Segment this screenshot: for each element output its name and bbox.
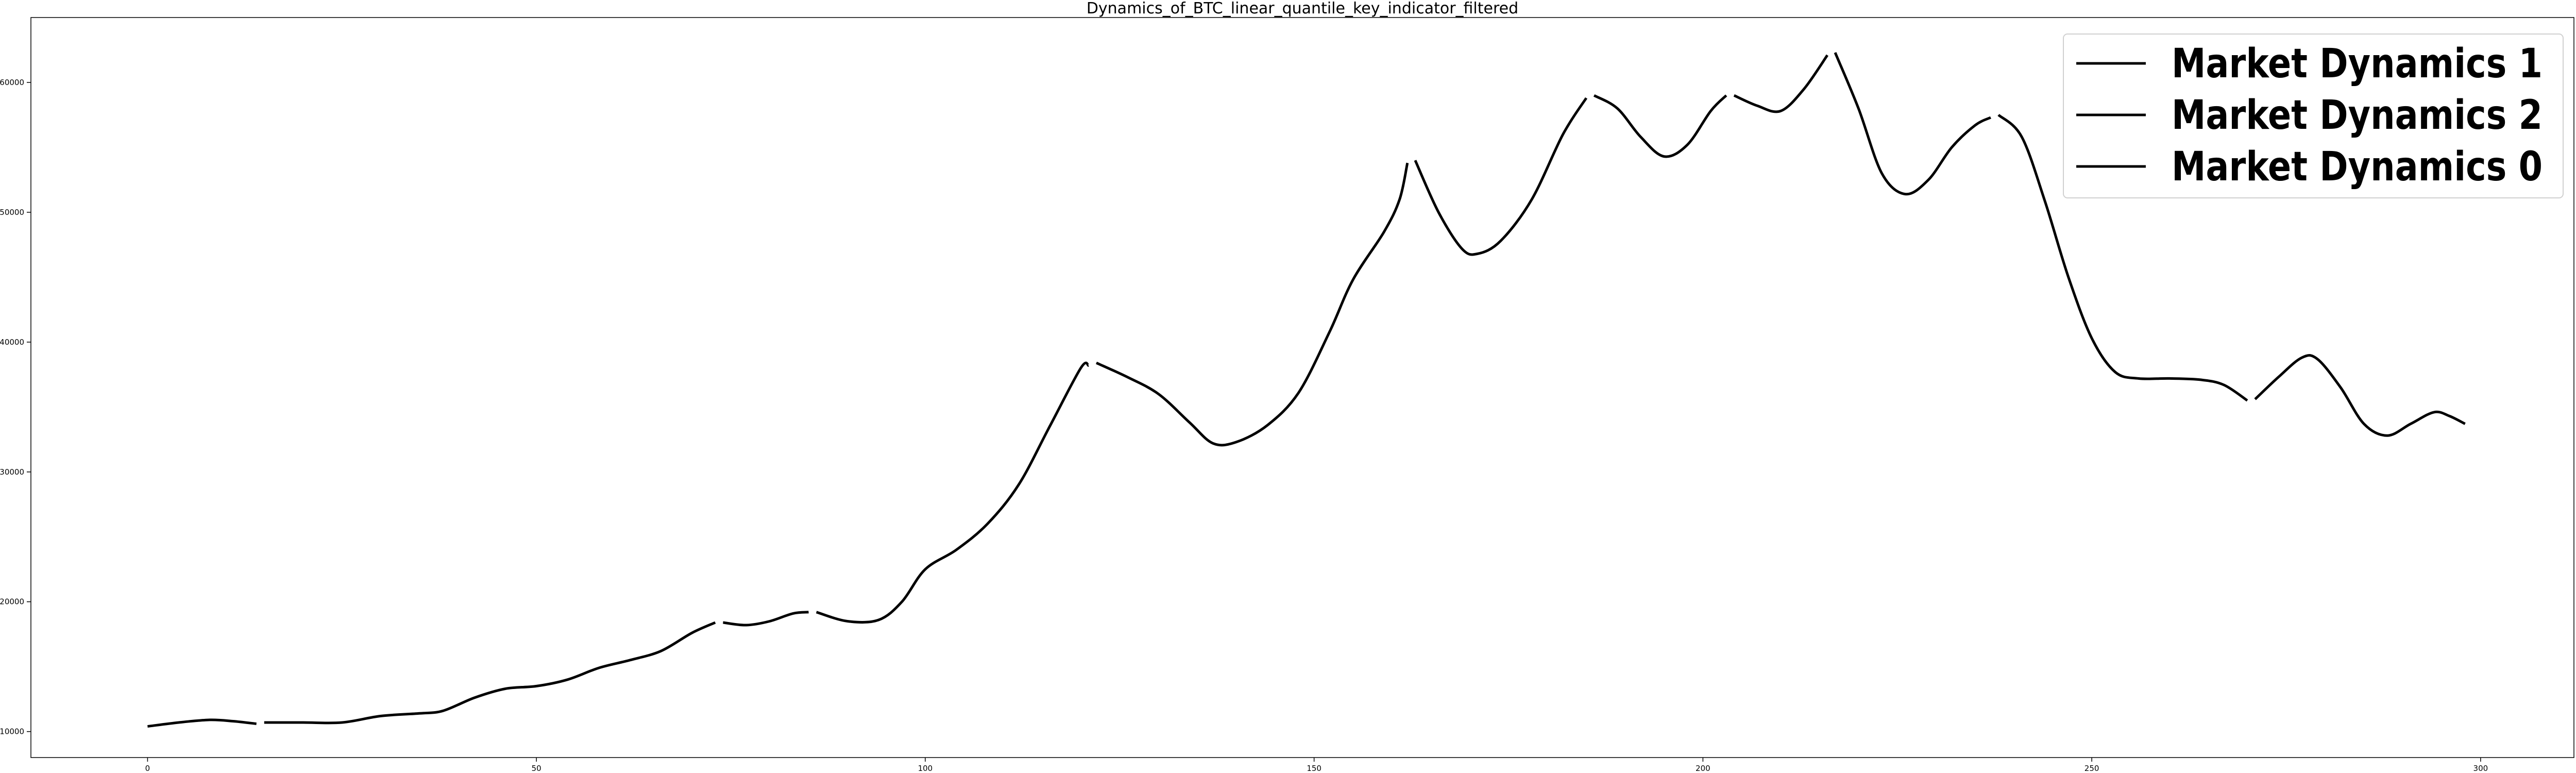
series-line-segment [1997,113,2248,402]
y-tick-label: 20000 [0,597,24,607]
series-line-segment [723,611,809,627]
y-axis: 10000 20000 30000 40000 50000 60000 [0,78,31,736]
x-tick-label: 300 [2473,764,2488,773]
x-axis: 0 50 100 150 200 250 300 [145,758,2488,773]
series-line-segment [1733,54,1828,113]
series-0 [147,54,2466,728]
legend-label: Market Dynamics 1 [2172,41,2543,87]
series-line-segment [2254,354,2466,437]
series-line-segment [147,718,257,728]
legend-entry: Market Dynamics 1 [2076,41,2543,87]
legend: Market Dynamics 1 Market Dynamics 2 Market… [2063,33,2564,198]
x-tick-label: 100 [918,764,933,773]
plot-frame [30,17,2574,758]
plot-lines [147,52,2466,728]
legend-label: Market Dynamics 2 [2172,92,2543,139]
y-tick-label: 50000 [0,208,24,217]
y-tick-label: 40000 [0,338,24,347]
x-tick-label: 150 [1307,764,1321,773]
x-tick-label: 200 [1696,764,1710,773]
y-tick-label: 30000 [0,467,24,477]
series-line-segment [1593,94,1727,158]
series-2 [723,94,2248,627]
legend-label: Market Dynamics 0 [2172,144,2543,190]
legend-entry: Market Dynamics 0 [2076,144,2543,190]
series-line-segment [816,361,1090,624]
x-tick-label: 250 [2084,764,2099,773]
y-tick-label: 60000 [0,78,24,87]
series-1 [264,52,1992,725]
y-tick-label: 10000 [0,727,24,736]
series-line-segment [1834,52,1992,196]
chart-title: Dynamics_of_BTC_linear_quantile_key_indi… [1087,0,1518,18]
legend-box [2063,33,2564,198]
legend-entry: Market Dynamics 2 [2076,92,2543,139]
series-line-segment [1414,97,1588,256]
x-tick-label: 0 [145,764,150,773]
series-line-segment [264,621,716,725]
x-tick-label: 50 [532,764,541,773]
series-line-segment [1095,162,1409,447]
